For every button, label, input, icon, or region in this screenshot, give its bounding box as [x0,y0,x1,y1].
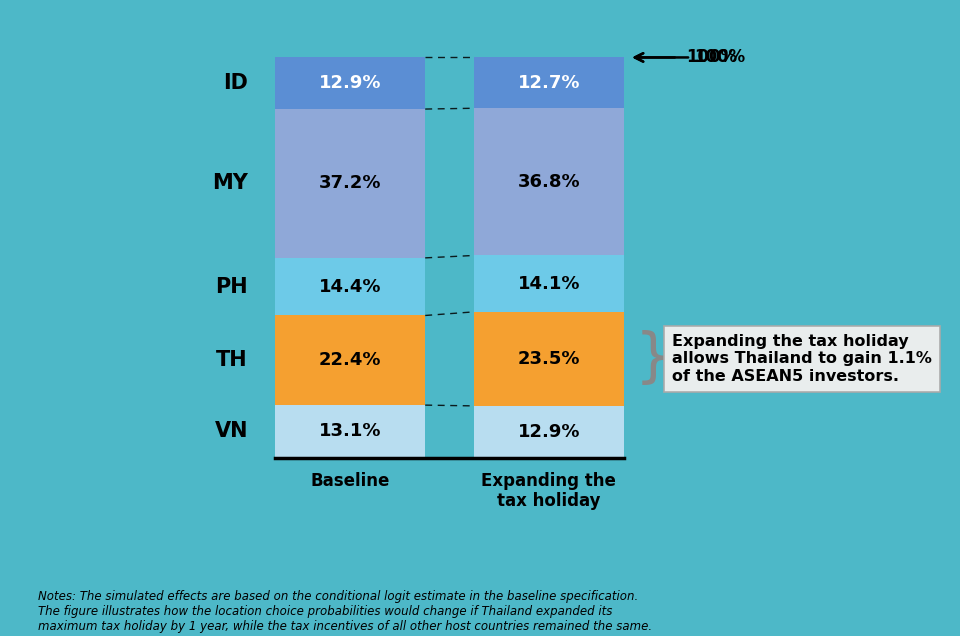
Bar [275,258,425,315]
Text: 12.9%: 12.9% [517,423,580,441]
Text: 14.4%: 14.4% [319,278,381,296]
Text: 100%: 100% [685,48,737,66]
Text: 36.8%: 36.8% [517,173,580,191]
Bar [275,57,425,109]
Text: VN: VN [214,421,248,441]
Text: Baseline: Baseline [310,471,390,490]
Text: 23.5%: 23.5% [517,350,580,368]
Bar [473,312,624,406]
Bar [473,256,624,312]
Text: 100%: 100% [635,48,745,66]
Text: Expanding the tax holiday
allows Thailand to gain 1.1%
of the ASEAN5 investors.: Expanding the tax holiday allows Thailan… [672,334,932,384]
Bar [275,109,425,258]
Text: Expanding the
tax holiday: Expanding the tax holiday [481,471,616,510]
Text: 14.1%: 14.1% [517,275,580,293]
Text: MY: MY [212,174,248,193]
Text: Notes: The simulated effects are based on the conditional logit estimate in the : Notes: The simulated effects are based o… [38,590,653,633]
Bar [473,406,624,457]
Text: 12.7%: 12.7% [517,74,580,92]
Bar [473,57,624,108]
Text: TH: TH [216,350,248,370]
Text: 22.4%: 22.4% [319,351,381,370]
Bar [275,405,425,457]
Text: }: } [635,330,672,387]
Text: 37.2%: 37.2% [319,174,381,193]
Text: 12.9%: 12.9% [319,74,381,92]
Text: ID: ID [223,73,248,93]
Text: 13.1%: 13.1% [319,422,381,440]
Bar [275,315,425,405]
Bar [473,108,624,256]
Text: PH: PH [215,277,248,296]
